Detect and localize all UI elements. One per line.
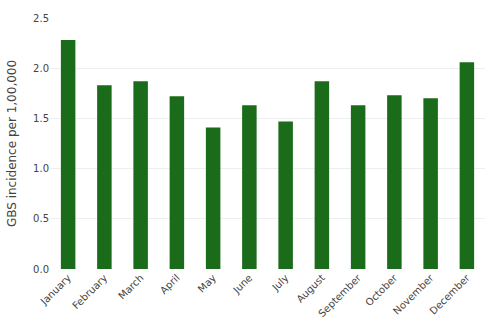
svg-text:August: August [294,272,327,305]
svg-text:2.5: 2.5 [33,13,49,24]
svg-text:0.5: 0.5 [33,213,49,224]
svg-text:April: April [158,272,182,296]
svg-text:June: June [230,272,254,296]
svg-text:January: January [38,272,73,307]
svg-text:May: May [196,272,218,294]
svg-text:March: March [116,272,145,301]
svg-text:1.5: 1.5 [33,113,49,124]
svg-text:December: December [427,272,472,317]
svg-text:February: February [70,272,109,311]
svg-text:September: September [316,272,363,319]
svg-text:July: July [269,272,290,293]
svg-text:1.0: 1.0 [33,163,49,174]
svg-text:October: October [363,272,400,309]
svg-text:November: November [391,272,436,317]
svg-text:0.0: 0.0 [33,264,49,275]
svg-text:2.0: 2.0 [33,63,49,74]
svg-text:GBS incidence per 1,00,000: GBS incidence per 1,00,000 [5,60,19,227]
